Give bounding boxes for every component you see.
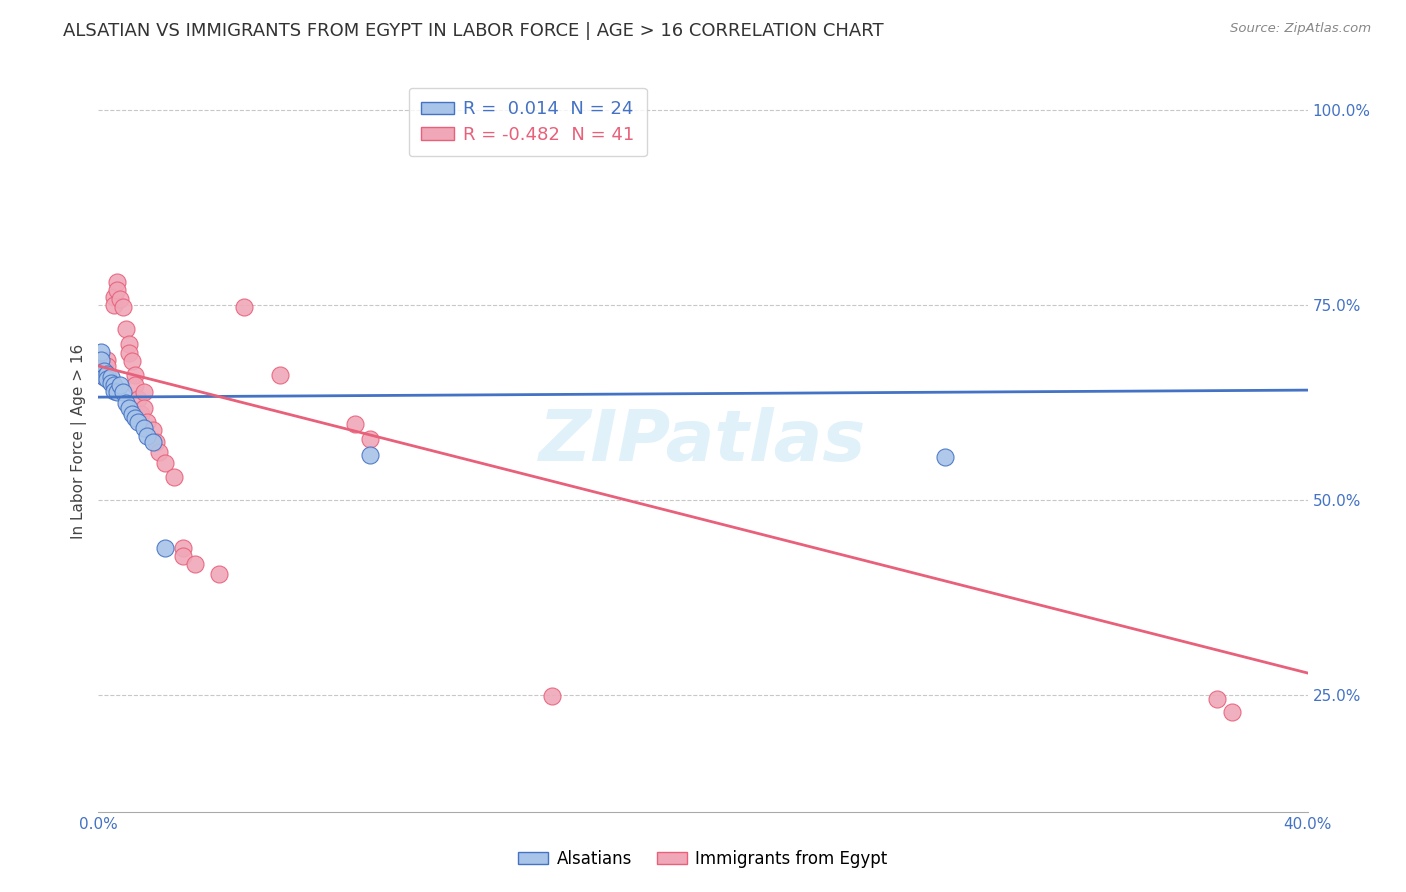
Point bbox=[90, 368, 112, 383]
Point bbox=[111, 385, 134, 400]
Point bbox=[105, 275, 128, 289]
Point bbox=[132, 421, 155, 435]
Point bbox=[142, 423, 165, 437]
Point bbox=[540, 690, 562, 704]
Point bbox=[103, 290, 125, 304]
Point bbox=[103, 384, 125, 398]
Point bbox=[121, 407, 143, 421]
Point bbox=[114, 395, 136, 409]
Point bbox=[132, 401, 155, 415]
Point bbox=[135, 429, 157, 443]
Point bbox=[172, 541, 194, 556]
Point bbox=[1206, 691, 1229, 706]
Point bbox=[96, 367, 118, 381]
Point bbox=[93, 364, 115, 378]
Point bbox=[108, 377, 131, 392]
Point bbox=[96, 372, 118, 386]
Point bbox=[93, 368, 115, 383]
Point bbox=[344, 417, 367, 431]
Point bbox=[93, 359, 115, 373]
Point bbox=[208, 567, 231, 582]
Point bbox=[103, 298, 125, 312]
Point bbox=[148, 444, 170, 458]
Point bbox=[153, 456, 176, 470]
Point bbox=[269, 368, 291, 383]
Point bbox=[96, 352, 118, 367]
Point bbox=[132, 385, 155, 400]
Point bbox=[124, 368, 146, 383]
Point bbox=[111, 300, 134, 314]
Legend: Alsatians, Immigrants from Egypt: Alsatians, Immigrants from Egypt bbox=[512, 844, 894, 875]
Point bbox=[127, 392, 149, 406]
Point bbox=[114, 321, 136, 335]
Point bbox=[100, 376, 122, 390]
Point bbox=[105, 283, 128, 297]
Point bbox=[93, 369, 115, 384]
Point bbox=[108, 292, 131, 306]
Point bbox=[360, 432, 382, 446]
Point bbox=[96, 359, 118, 373]
Point bbox=[145, 434, 167, 449]
Text: ALSATIAN VS IMMIGRANTS FROM EGYPT IN LABOR FORCE | AGE > 16 CORRELATION CHART: ALSATIAN VS IMMIGRANTS FROM EGYPT IN LAB… bbox=[63, 22, 884, 40]
Point bbox=[163, 469, 186, 483]
Point bbox=[934, 450, 956, 464]
Point bbox=[127, 415, 149, 429]
Point bbox=[360, 448, 382, 462]
Point bbox=[96, 368, 118, 383]
Point bbox=[124, 411, 146, 425]
Point bbox=[129, 407, 152, 421]
Y-axis label: In Labor Force | Age > 16: In Labor Force | Age > 16 bbox=[72, 344, 87, 539]
Point bbox=[172, 549, 194, 563]
Text: ZIPatlas: ZIPatlas bbox=[540, 407, 866, 476]
Point bbox=[100, 369, 122, 384]
Point bbox=[142, 434, 165, 449]
Point bbox=[153, 541, 176, 556]
Point bbox=[121, 354, 143, 368]
Point bbox=[100, 375, 122, 389]
Legend: R =  0.014  N = 24, R = -0.482  N = 41: R = 0.014 N = 24, R = -0.482 N = 41 bbox=[409, 87, 647, 156]
Point bbox=[1220, 705, 1243, 719]
Point bbox=[135, 415, 157, 429]
Point bbox=[184, 557, 207, 571]
Point bbox=[118, 337, 141, 351]
Point bbox=[118, 401, 141, 415]
Point bbox=[118, 346, 141, 360]
Point bbox=[90, 345, 112, 359]
Point bbox=[232, 300, 254, 314]
Point bbox=[124, 377, 146, 392]
Text: Source: ZipAtlas.com: Source: ZipAtlas.com bbox=[1230, 22, 1371, 36]
Point bbox=[103, 377, 125, 392]
Point bbox=[90, 352, 112, 367]
Point bbox=[105, 385, 128, 400]
Point bbox=[90, 359, 112, 373]
